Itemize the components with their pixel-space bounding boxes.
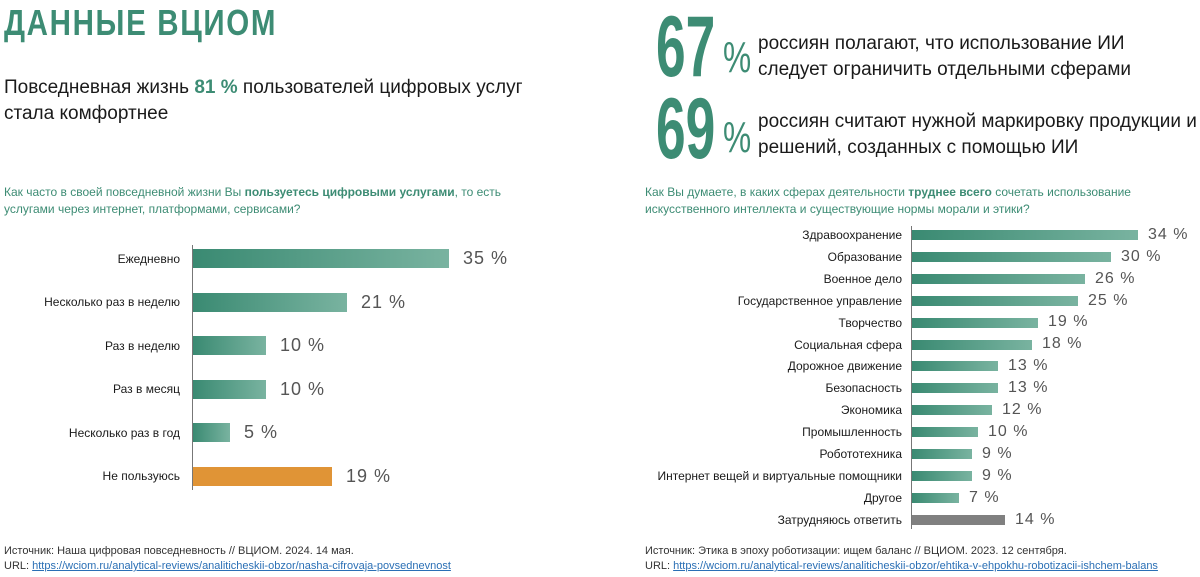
chart2-value-label: 14 %: [1015, 510, 1056, 528]
chart1-question-bold: пользуетесь цифровыми услугами: [244, 185, 455, 199]
chart1-value-label: 19 %: [346, 465, 392, 486]
chart2-bar: [912, 514, 1005, 525]
headline-post: пользователей цифровых услуг стала комфо…: [4, 77, 523, 124]
chart1-category-label: Раз в неделю: [104, 338, 180, 353]
chart2-bar: [912, 361, 998, 372]
chart2-bar: [912, 230, 1138, 240]
chart1-category-label: Раз в месяц: [113, 382, 180, 396]
chart1-axis: [192, 245, 193, 490]
chart1-source: Источник: Наша цифровая повседневность /…: [4, 544, 451, 574]
chart1-source-url-label: URL:: [4, 560, 33, 572]
chart1-value-label: 5 %: [244, 422, 279, 443]
chart1-value-label: 10 %: [280, 335, 326, 356]
chart2-category-label: Интернет вещей и виртуальные помощники: [657, 468, 902, 483]
chart2-value-label: 13 %: [1008, 379, 1049, 397]
chart1-value-label: 35 %: [463, 248, 509, 269]
chart2-bar: [912, 470, 972, 481]
chart2-question-bold: труднее всего: [908, 185, 992, 199]
chart2-value-label: 12 %: [1002, 401, 1043, 418]
stat-1-value: 67: [656, 0, 716, 95]
chart2-value-label: 18 %: [1042, 335, 1083, 353]
chart2-category-label: Затрудняюсь ответить: [777, 512, 902, 527]
chart2-value-label: 25 %: [1088, 291, 1129, 309]
chart2-category-label: Образование: [827, 249, 902, 264]
chart1-bar: [193, 249, 449, 268]
chart2-bar: [912, 339, 1032, 350]
chart2-bar: [912, 295, 1078, 306]
chart1-value-label: 10 %: [280, 378, 326, 399]
chart2-category-label: Творчество: [838, 315, 902, 330]
chart2-bar: [912, 427, 978, 438]
chart2-source-link[interactable]: https://wciom.ru/analytical-reviews/anal…: [673, 560, 1158, 572]
chart1-source-link[interactable]: https://wciom.ru/analytical-reviews/anal…: [32, 560, 451, 572]
chart1-category-label: Несколько раз в год: [68, 425, 180, 440]
chart2-value-label: 30 %: [1121, 247, 1162, 265]
chart2-value-label: 7 %: [969, 488, 1000, 506]
chart2-axis: [911, 226, 912, 529]
chart2-category-label: Безопасность: [825, 381, 902, 396]
chart2-source: Источник: Этика в эпоху роботизации: ище…: [645, 544, 1158, 574]
chart1-question-post: , то есть услугами через интернет, платф…: [4, 185, 502, 216]
chart2-source-url-label: URL:: [645, 560, 674, 572]
stat-2-value: 69: [656, 81, 716, 177]
chart2-category-label: Социальная сфера: [794, 337, 902, 352]
chart1-source-text: Источник: Наша цифровая повседневность /…: [4, 545, 354, 557]
chart1-value-label: 21 %: [361, 291, 407, 312]
chart2-category-label: Промышленность: [802, 425, 902, 440]
stat-2-percent: %: [723, 113, 752, 162]
headline: Повседневная жизнь 81 % пользователей ци…: [4, 75, 564, 127]
chart2-question-pre: Как Вы думаете, в каких сферах деятельно…: [645, 185, 909, 199]
chart2-category-label: Экономика: [840, 403, 902, 418]
chart1-question: Как часто в своей повседневной жизни Вы …: [4, 184, 524, 218]
chart2-bar: [912, 273, 1085, 284]
chart2-source-text: Источник: Этика в эпоху роботизации: ище…: [645, 545, 1067, 557]
chart2-value-label: 34 %: [1148, 225, 1189, 243]
chart2-bar: [912, 251, 1111, 262]
chart2-bar: [912, 492, 959, 503]
chart2-bar: [912, 383, 998, 394]
chart2-value-label: 13 %: [1008, 357, 1049, 375]
chart2-value-label: 10 %: [988, 422, 1029, 440]
chart1-bar: [193, 423, 230, 442]
stat-2-text: россиян считают нужной маркировку продук…: [758, 111, 1197, 158]
chart1-bar: [193, 292, 347, 312]
chart1-category-label: Несколько раз в неделю: [44, 295, 180, 309]
headline-pre: Повседневная жизнь: [4, 77, 195, 98]
stat-1-percent: %: [723, 33, 752, 82]
chart2-value-label: 9 %: [982, 444, 1013, 462]
chart2-question: Как Вы думаете, в каких сферах деятельно…: [645, 184, 1175, 218]
chart2-value-label: 26 %: [1095, 269, 1136, 287]
chart2-category-label: Здравоохранение: [802, 228, 902, 242]
headline-number: 81 %: [194, 77, 238, 98]
chart2-bar: [912, 317, 1038, 328]
chart2-category-label: Робототехника: [819, 447, 903, 461]
page-title: ДАННЫЕ ВЦИОМ: [4, 2, 278, 43]
chart1-bar: [193, 379, 266, 399]
chart2-category-label: Дорожное движение: [787, 359, 902, 374]
chart2-bar: [912, 449, 972, 459]
chart1-question-pre: Как часто в своей повседневной жизни Вы: [4, 185, 245, 199]
chart1-bar: [193, 336, 266, 355]
chart1-bar: [193, 466, 332, 486]
chart2-question-post: сочетать использование искусственного ин…: [645, 185, 1131, 216]
chart2-category-label: Государственное управление: [737, 293, 902, 308]
chart1-category-label: Ежедневно: [117, 251, 180, 266]
chart2-category-label: Военное дело: [823, 271, 902, 286]
chart2-value-label: 9 %: [982, 466, 1013, 484]
stat-1-text: россиян полагают, что использование ИИ с…: [758, 33, 1131, 80]
chart1-category-label: Не пользуюсь: [102, 469, 180, 483]
chart2-bar: [912, 405, 992, 416]
chart2-value-label: 19 %: [1048, 313, 1089, 331]
chart2-category-label: Другое: [863, 490, 902, 505]
